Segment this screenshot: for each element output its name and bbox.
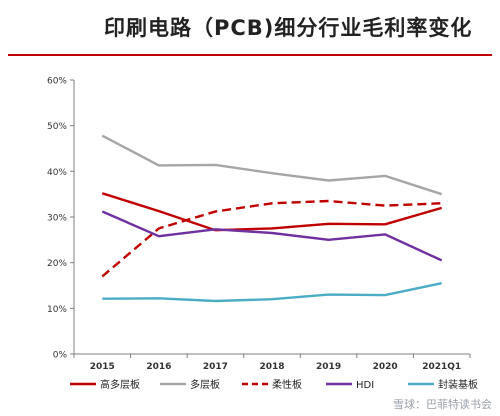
watermark: 雪球：巴菲特读书会 xyxy=(393,398,492,411)
series-line-4 xyxy=(102,282,442,303)
legend-label-4: 封装基板 xyxy=(438,378,478,391)
title-bar: 印刷电路（PCB)细分行业毛利率变化 xyxy=(8,6,492,56)
x-tick-label: 2019 xyxy=(316,362,341,372)
legend-label-1: 多层板 xyxy=(190,378,220,391)
legend-label-3: HDI xyxy=(356,380,374,391)
x-tick-label: 2016 xyxy=(146,362,171,372)
series-line-2 xyxy=(101,199,442,278)
series-line-3 xyxy=(101,210,443,262)
chart-title: 印刷电路（PCB)细分行业毛利率变化 xyxy=(104,16,473,40)
y-tick-label: 60% xyxy=(47,77,67,87)
legend-label-2: 柔性板 xyxy=(272,378,302,391)
series-line-1 xyxy=(101,134,443,196)
x-tick-label: 2021Q1 xyxy=(422,362,461,372)
y-tick-label: 20% xyxy=(47,259,67,269)
y-tick-label: 10% xyxy=(47,305,67,315)
legend-label-0: 高多层板 xyxy=(100,378,140,391)
x-tick-label: 2018 xyxy=(259,362,284,372)
y-tick-label: 50% xyxy=(47,122,67,132)
y-tick-label: 30% xyxy=(47,214,67,224)
y-tick-label: 0% xyxy=(53,351,68,361)
title-rule xyxy=(8,54,492,56)
x-tick-label: 2020 xyxy=(373,362,398,372)
y-tick-label: 40% xyxy=(47,168,67,178)
series-line-0 xyxy=(101,192,443,232)
x-tick-label: 2015 xyxy=(90,362,115,372)
x-tick-label: 2017 xyxy=(203,362,228,372)
